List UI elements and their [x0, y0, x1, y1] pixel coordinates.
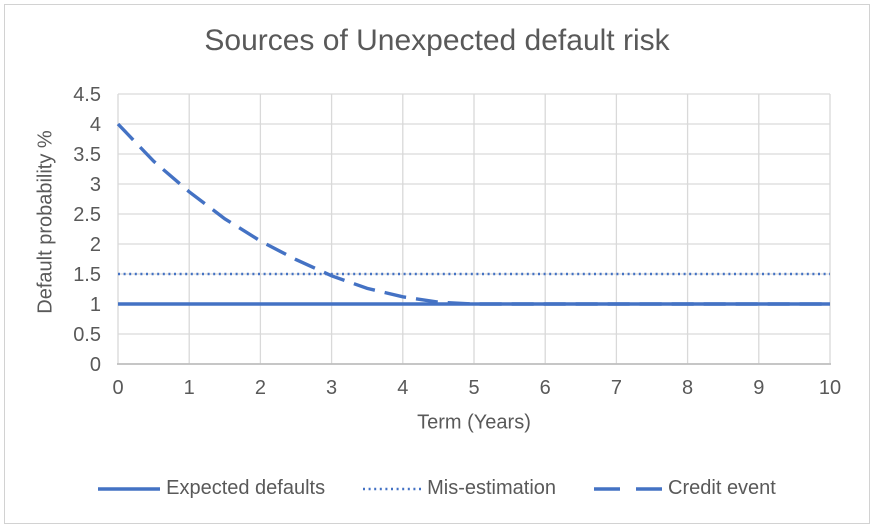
x-tick-label: 5: [468, 377, 479, 399]
x-tick-label: 4: [397, 377, 408, 399]
y-tick-label: 3.5: [73, 144, 101, 166]
y-tick-label: 4.5: [73, 84, 101, 106]
series-line-credit-event: [116, 122, 830, 306]
x-tick-label: 3: [326, 377, 337, 399]
legend: Expected defaults Mis-estimation Credit ev…: [0, 477, 874, 500]
solid-line-sample-icon: [98, 486, 161, 491]
y-tick-label: 1: [90, 294, 101, 316]
y-tick-label: 3: [90, 174, 101, 196]
legend-item-mis-estimation: Mis-estimation: [363, 477, 556, 500]
chart-title: Sources of Unexpected default risk: [204, 24, 670, 57]
y-tick-label: 4: [90, 114, 101, 136]
x-tick-label: 6: [540, 377, 551, 399]
x-tick-label: 1: [184, 377, 195, 399]
dashed-line-sample-icon: [594, 486, 663, 491]
x-axis-title: Term (Years): [417, 411, 531, 434]
legend-item-credit-event: Credit event: [594, 477, 776, 500]
legend-label-credit-event: Credit event: [668, 477, 776, 499]
x-tick-label: 9: [753, 377, 764, 399]
legend-label-expected-defaults: Expected defaults: [166, 477, 326, 499]
x-tick-label: 0: [112, 377, 123, 399]
y-tick-label: 0.5: [73, 324, 101, 346]
legend-label-mis-estimation: Mis-estimation: [427, 477, 557, 499]
dotted-line-sample-icon: [363, 487, 422, 490]
x-tick-label: 10: [819, 377, 841, 399]
plot-area: 0 0.5 1 1.5 2 2.5 3 3.5 4 4.5 0 1 2 3 4 5 6 7 8 9 10: [73, 84, 841, 399]
y-tick-label: 1.5: [73, 264, 101, 286]
y-tick-label: 2.5: [73, 204, 101, 226]
x-tick-label: 7: [611, 377, 622, 399]
x-tick-label: 2: [255, 377, 266, 399]
tick-labels: 0 0.5 1 1.5 2 2.5 3 3.5 4 4.5 0 1 2 3 4 5 6 7 8 9 10: [73, 84, 841, 399]
y-tick-label: 0: [90, 354, 101, 376]
y-tick-label: 2: [90, 234, 101, 256]
gridlines: [117, 93, 831, 365]
legend-item-expected-defaults: Expected defaults: [98, 477, 325, 500]
x-tick-label: 8: [682, 377, 693, 399]
